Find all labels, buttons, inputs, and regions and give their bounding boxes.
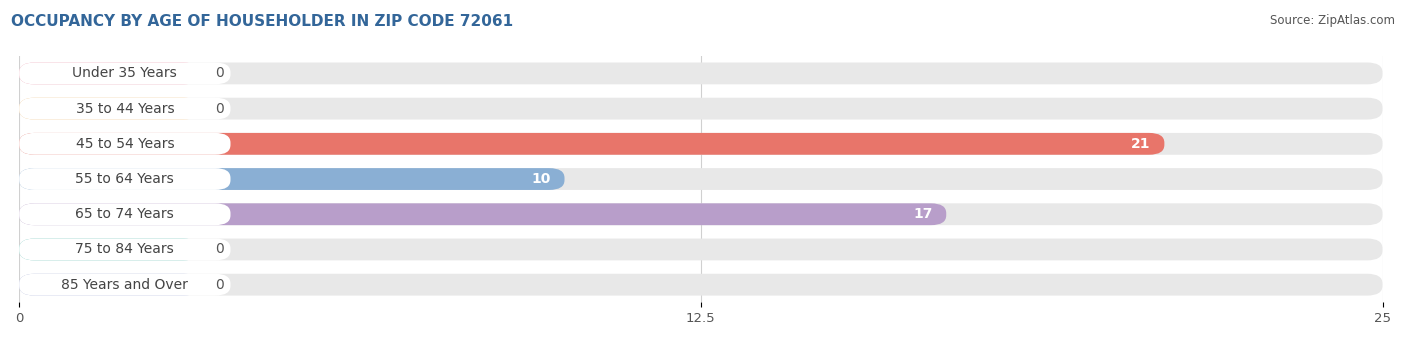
FancyBboxPatch shape bbox=[20, 239, 1382, 260]
Text: 55 to 64 Years: 55 to 64 Years bbox=[76, 172, 174, 186]
Text: 85 Years and Over: 85 Years and Over bbox=[62, 278, 188, 292]
Text: 0: 0 bbox=[215, 278, 224, 292]
FancyBboxPatch shape bbox=[20, 63, 1382, 84]
Text: 65 to 74 Years: 65 to 74 Years bbox=[76, 207, 174, 221]
Text: 35 to 44 Years: 35 to 44 Years bbox=[76, 102, 174, 116]
FancyBboxPatch shape bbox=[20, 274, 1382, 295]
Text: OCCUPANCY BY AGE OF HOUSEHOLDER IN ZIP CODE 72061: OCCUPANCY BY AGE OF HOUSEHOLDER IN ZIP C… bbox=[11, 14, 513, 29]
Text: 45 to 54 Years: 45 to 54 Years bbox=[76, 137, 174, 151]
Text: 10: 10 bbox=[531, 172, 551, 186]
FancyBboxPatch shape bbox=[20, 133, 231, 155]
FancyBboxPatch shape bbox=[20, 63, 198, 84]
FancyBboxPatch shape bbox=[20, 203, 946, 225]
FancyBboxPatch shape bbox=[20, 203, 231, 225]
Text: 0: 0 bbox=[215, 66, 224, 80]
FancyBboxPatch shape bbox=[20, 168, 565, 190]
FancyBboxPatch shape bbox=[20, 239, 231, 260]
Text: 0: 0 bbox=[215, 242, 224, 256]
FancyBboxPatch shape bbox=[20, 98, 1382, 120]
FancyBboxPatch shape bbox=[20, 203, 1382, 225]
Text: 0: 0 bbox=[215, 102, 224, 116]
Text: Source: ZipAtlas.com: Source: ZipAtlas.com bbox=[1270, 14, 1395, 27]
FancyBboxPatch shape bbox=[20, 168, 231, 190]
FancyBboxPatch shape bbox=[20, 98, 198, 120]
Text: 17: 17 bbox=[914, 207, 932, 221]
FancyBboxPatch shape bbox=[20, 274, 198, 295]
FancyBboxPatch shape bbox=[20, 133, 1164, 155]
FancyBboxPatch shape bbox=[20, 239, 198, 260]
Text: 75 to 84 Years: 75 to 84 Years bbox=[76, 242, 174, 256]
FancyBboxPatch shape bbox=[20, 63, 231, 84]
FancyBboxPatch shape bbox=[20, 274, 231, 295]
Text: Under 35 Years: Under 35 Years bbox=[73, 66, 177, 80]
FancyBboxPatch shape bbox=[20, 133, 1382, 155]
Text: 21: 21 bbox=[1132, 137, 1150, 151]
FancyBboxPatch shape bbox=[20, 168, 1382, 190]
FancyBboxPatch shape bbox=[20, 98, 231, 120]
